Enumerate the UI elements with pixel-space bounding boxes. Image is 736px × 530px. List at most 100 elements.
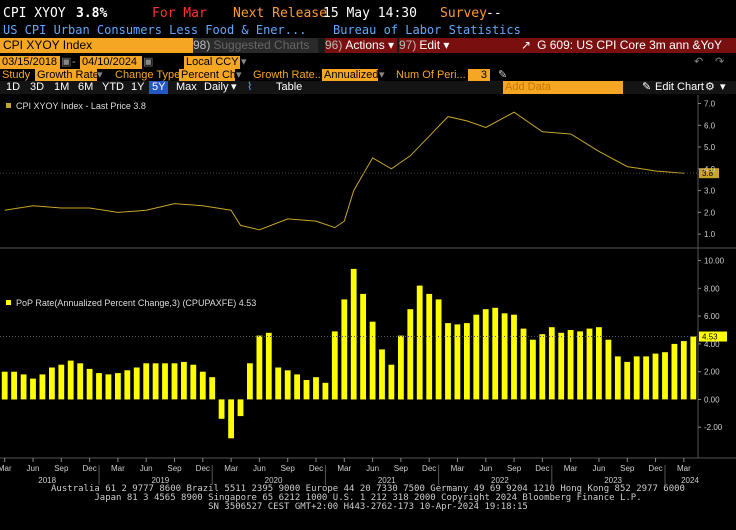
y-tick-label-top: 6.0 (704, 121, 716, 130)
bar (256, 335, 263, 400)
table-button[interactable]: Table (276, 81, 303, 93)
pencil-icon[interactable]: ✎ (642, 81, 652, 93)
last-price-label: 3.8 (702, 169, 714, 178)
y-tick-label-top: 4.0 (704, 165, 716, 174)
x-tick-label-year: 2023 (604, 476, 622, 485)
study-label: Study (2, 69, 31, 81)
period-ytd[interactable]: YTD (102, 81, 124, 93)
y-tick-label-top: 1.0 (704, 230, 716, 239)
legend-swatch (6, 103, 11, 108)
bar (247, 363, 253, 400)
bar (341, 299, 348, 400)
currency-select[interactable]: Local CCY (184, 56, 240, 69)
study-select[interactable]: Growth Rate (35, 69, 97, 82)
chart-title-text: G 609: US CPI Core 3m ann &YoY (537, 38, 723, 52)
chevron-down-icon[interactable]: ▾ (236, 69, 242, 81)
gear-icon[interactable]: ⚙ (705, 81, 715, 93)
x-tick-label-month: Sep (167, 464, 182, 473)
bar (690, 336, 697, 400)
x-tick-label-month: Jun (140, 464, 153, 473)
bar (464, 323, 470, 400)
actions-num: 96) (325, 38, 343, 52)
bar (567, 330, 574, 400)
bar (369, 321, 376, 400)
period-1y[interactable]: 1Y (131, 81, 145, 93)
chevron-down-icon[interactable]: ▾ (720, 81, 726, 93)
x-tick-label-year: 2021 (378, 476, 396, 485)
chevron-down-icon[interactable]: ▾ (231, 81, 237, 93)
legend-bottom-text: PoP Rate(Annualized Percent Change,3) (C… (16, 298, 256, 308)
bar (501, 313, 508, 400)
growth-rate-select[interactable]: Annualized (322, 69, 378, 82)
bar (199, 371, 206, 400)
end-date-input[interactable]: 04/10/2024 (80, 56, 142, 69)
chevron-down-icon[interactable]: ▾ (97, 69, 103, 81)
line-chart-icon[interactable]: ⌇ (247, 81, 253, 93)
chevron-down-icon[interactable]: ▾ (379, 69, 385, 81)
y-tick-label-top: 3.0 (704, 187, 716, 196)
change-type-select[interactable]: Percent Ch (179, 69, 235, 82)
bar (511, 314, 517, 400)
x-tick-label-month: Mar (451, 464, 465, 473)
pencil-icon[interactable]: ✎ (498, 69, 508, 81)
x-tick-label-month: Mar (337, 464, 351, 473)
bar (520, 328, 527, 400)
num-periods-input[interactable]: 3 (468, 69, 490, 82)
edit-button[interactable]: 97) Edit ▾ (399, 38, 517, 53)
bar (680, 341, 687, 400)
suggested-charts-button[interactable]: 98) Suggested Charts (193, 38, 318, 53)
security-input[interactable]: CPI XYOY Index (0, 38, 198, 53)
frequency-select[interactable]: Daily (204, 81, 229, 93)
calendar-icon[interactable]: ▣ (143, 56, 154, 68)
bar (558, 332, 565, 400)
edit-label: Edit (419, 38, 441, 52)
period-max[interactable]: Max (176, 81, 197, 93)
add-data-input[interactable]: Add Data (503, 81, 623, 94)
x-tick-label-month: Mar (677, 464, 691, 473)
bar (67, 360, 74, 400)
grid (0, 95, 736, 459)
actions-button[interactable]: 96) Actions ▾ (325, 38, 397, 53)
bar (360, 293, 366, 400)
num-periods-label: Num Of Peri... (396, 69, 466, 81)
redo-icon[interactable]: ↷ (715, 56, 725, 68)
last-value-label: 4.53 (702, 333, 718, 342)
bar (1, 371, 8, 400)
bar (398, 335, 404, 400)
bar (30, 378, 36, 400)
bar (331, 331, 338, 400)
footer: Australia 61 2 9777 8600 Brazil 5511 239… (0, 485, 736, 515)
period-1m[interactable]: 1M (54, 81, 70, 93)
period-6m[interactable]: 6M (78, 81, 94, 93)
period-1d[interactable]: 1D (6, 81, 21, 93)
bar (605, 339, 612, 400)
x-tick-label-month: Sep (394, 464, 409, 473)
next-release-date: 15 May 14:30 (323, 6, 417, 21)
start-date-input[interactable]: 03/15/2018 (0, 56, 60, 69)
bar (58, 364, 65, 400)
bar (143, 363, 150, 400)
edit-num: 97) (399, 38, 417, 52)
y-tick-label-top: 2.0 (704, 208, 716, 217)
bar (407, 309, 414, 400)
growth-rate-label: Growth Rate... (253, 69, 324, 81)
edit-chart-button[interactable]: Edit Chart (655, 81, 704, 93)
legend-top: CPI XYOY Index - Last Price 3.8 (6, 101, 146, 111)
bar (633, 356, 640, 400)
bar (313, 377, 319, 400)
last-value: 3.8% (76, 6, 108, 21)
calendar-icon[interactable]: ▣ (61, 56, 72, 68)
bar (492, 307, 499, 400)
chevron-down-icon[interactable]: ▾ (241, 56, 247, 68)
period-3d[interactable]: 3D (30, 81, 45, 93)
bar (133, 367, 140, 400)
period-5y[interactable]: 5Y (149, 81, 169, 94)
source: Bureau of Labor Statistics (333, 23, 521, 37)
x-tick-label-year: 2019 (151, 476, 169, 485)
undo-icon[interactable]: ↶ (694, 56, 704, 68)
bar (388, 364, 395, 400)
x-tick-label-month: Jun (253, 464, 266, 473)
y-tick-label-bottom: -2.00 (704, 423, 723, 432)
x-tick-label-month: Mar (0, 464, 12, 473)
pop-bar-panel: 4.53 (0, 268, 727, 439)
